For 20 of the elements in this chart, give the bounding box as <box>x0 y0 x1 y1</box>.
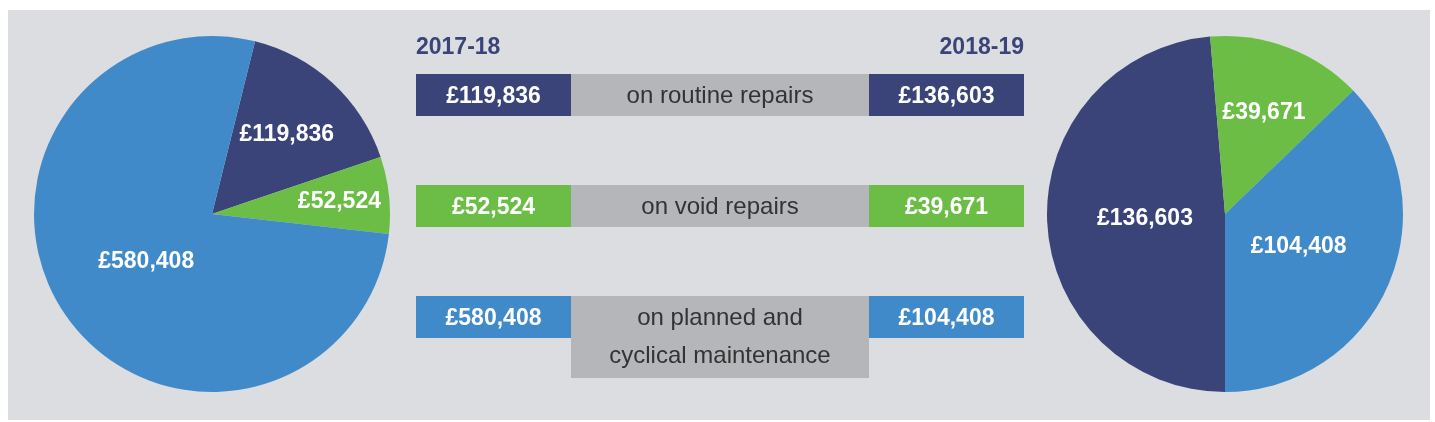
text: on planned and cyclical maintenance <box>609 303 831 369</box>
pie-slice <box>212 41 381 214</box>
pie-slice <box>1210 36 1354 214</box>
data-label: £136,603 <box>1097 204 1193 231</box>
text: £119,836 <box>446 82 541 109</box>
text: on routine repairs <box>626 81 814 109</box>
data-label: £39,671 <box>1222 97 1306 124</box>
chart-title: 2018-19 <box>939 33 1024 59</box>
data-label: £52,524 <box>297 187 382 214</box>
pie-slice <box>34 36 389 392</box>
text: £104,408 <box>898 304 995 331</box>
text: £39,671 <box>904 193 989 220</box>
text: £136,603 <box>898 82 995 109</box>
data-label: £119,836 <box>239 119 335 146</box>
text: £52,524 <box>451 193 536 220</box>
text: £580,408 <box>445 304 542 331</box>
text: on void repairs <box>641 192 799 220</box>
data-label: £104,408 <box>1250 232 1347 259</box>
text: 2017-18 <box>416 33 501 59</box>
data-label: £580,408 <box>98 246 195 273</box>
